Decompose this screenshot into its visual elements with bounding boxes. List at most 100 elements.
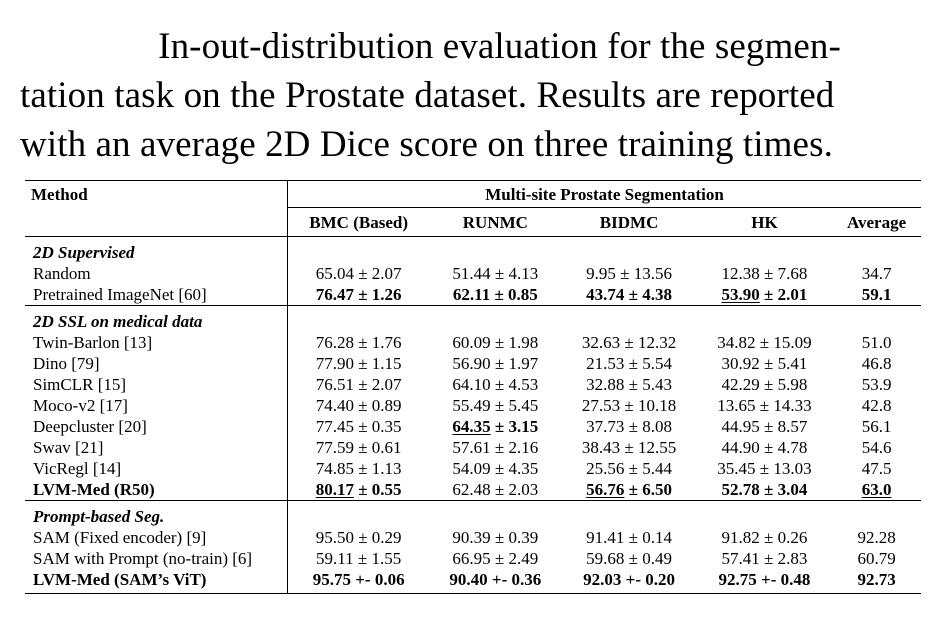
runmc-cell: 51.44 ± 4.13 (452, 264, 539, 283)
col-header-hk: HK (696, 207, 833, 237)
col-header-average: Average (832, 207, 921, 237)
method-cell: LVM-Med (SAM’s ViT) (25, 569, 288, 594)
bmc-cell: 77.90 ± 1.15 (315, 354, 402, 373)
table-row: Swav [21] 77.59 ± 0.61 57.61 ± 2.16 38.4… (25, 437, 921, 458)
caption-text-1: In-out-distribution evaluation for the s… (158, 26, 841, 67)
avg-cell: 51.0 (861, 333, 892, 352)
runmc-cell: 57.61 ± 2.16 (452, 438, 539, 457)
bidmc-cell: 32.63 ± 12.32 (581, 333, 677, 352)
bidmc-cell: 92.03 +- 0.20 (561, 569, 697, 594)
group-title: 2D Supervised (25, 236, 288, 263)
runmc-cell: 64.10 ± 4.53 (452, 375, 539, 394)
runmc-cell: 62.11 ± 0.85 (452, 285, 538, 304)
table-row: Pretrained ImageNet [60] 76.47 ± 1.26 62… (25, 284, 921, 306)
bmc-cell: 76.28 ± 1.76 (315, 333, 402, 352)
avg-cell: 53.9 (861, 375, 892, 394)
bidmc-cell: 59.68 ± 0.49 (586, 549, 672, 568)
table-row: SAM (Fixed encoder) [9] 95.50 ± 0.29 90.… (25, 527, 921, 548)
group-row: 2D SSL on medical data (25, 305, 921, 332)
method-cell: SimCLR [15] (25, 374, 288, 395)
hk-cell: 53.90 ± 2.01 (721, 285, 808, 304)
table-row: Random 65.04 ± 2.07 51.44 ± 4.13 9.95 ± … (25, 263, 921, 284)
method-cell: VicRegl [14] (25, 458, 288, 479)
bidmc-cell: 56.76 ± 6.50 (586, 480, 672, 499)
avg-cell: 92.28 (857, 528, 896, 547)
bmc-cell: 74.85 ± 1.13 (315, 459, 402, 478)
hk-cell: 34.82 ± 15.09 (717, 333, 812, 352)
method-cell: Deepcluster [20] (25, 416, 288, 437)
method-cell: Random (25, 263, 288, 284)
caption-text-3: with an average 2D Dice score on three t… (20, 124, 833, 165)
hk-cell: 52.78 ± 3.04 (721, 480, 808, 499)
bidmc-cell: 25.56 ± 5.44 (586, 459, 672, 478)
hk-cell: 42.29 ± 5.98 (721, 375, 808, 394)
table-row: Twin-Barlon [13] 76.28 ± 1.76 60.09 ± 1.… (25, 332, 921, 353)
group-row: Prompt-based Seg. (25, 500, 921, 527)
runmc-cell: 62.48 ± 2.03 (452, 480, 539, 499)
bidmc-cell: 9.95 ± 13.56 (586, 264, 672, 283)
avg-cell: 34.7 (861, 264, 892, 283)
hk-cell: 44.90 ± 4.78 (721, 438, 808, 457)
table-row: Deepcluster [20] 77.45 ± 0.35 64.35 ± 3.… (25, 416, 921, 437)
method-cell: SAM with Prompt (no-train) [6] (25, 548, 288, 569)
col-header-bidmc: BIDMC (561, 207, 697, 237)
bmc-cell: 74.40 ± 0.89 (315, 396, 402, 415)
bmc-cell: 65.04 ± 2.07 (315, 264, 402, 283)
header-row-1: Method Multi-site Prostate Segmentation (25, 180, 921, 208)
table-row: SAM with Prompt (no-train) [6] 59.11 ± 1… (25, 548, 921, 569)
runmc-cell: 55.49 ± 5.45 (452, 396, 539, 415)
method-header: Method (25, 180, 288, 208)
runmc-cell: 66.95 ± 2.49 (452, 549, 539, 568)
runmc-cell: 90.40 +- 0.36 (429, 569, 562, 594)
group-header: Multi-site Prostate Segmentation (287, 180, 921, 208)
col-header-runmc: RUNMC (429, 207, 562, 237)
method-cell: Pretrained ImageNet [60] (25, 284, 288, 306)
bidmc-cell: 38.43 ± 12.55 (581, 438, 677, 457)
avg-cell: 63.0 (861, 480, 892, 499)
bmc-cell: 80.17 ± 0.55 (315, 480, 402, 499)
avg-cell: 54.6 (861, 438, 892, 457)
table-row: Dino [79] 77.90 ± 1.15 56.90 ± 1.97 21.5… (25, 353, 921, 374)
runmc-cell: 60.09 ± 1.98 (452, 333, 539, 352)
bidmc-cell: 91.41 ± 0.14 (586, 528, 672, 547)
runmc-cell: 64.35 ± 3.15 (452, 417, 539, 436)
avg-cell: 47.5 (861, 459, 892, 478)
avg-cell: 60.79 (857, 549, 896, 568)
table-row: VicRegl [14] 74.85 ± 1.13 54.09 ± 4.35 2… (25, 458, 921, 479)
avg-cell: 42.8 (861, 396, 892, 415)
bmc-cell: 95.50 ± 0.29 (315, 528, 402, 547)
avg-cell: 46.8 (861, 354, 892, 373)
hk-cell: 30.92 ± 5.41 (721, 354, 808, 373)
hk-cell: 13.65 ± 14.33 (717, 396, 812, 415)
bmc-cell: 76.51 ± 2.07 (315, 375, 402, 394)
table-row: Moco-v2 [17] 74.40 ± 0.89 55.49 ± 5.45 2… (25, 395, 921, 416)
bmc-cell: 77.59 ± 0.61 (315, 438, 402, 457)
group-title: 2D SSL on medical data (25, 305, 288, 332)
hk-cell: 35.45 ± 13.03 (717, 459, 812, 478)
bmc-cell: 76.47 ± 1.26 (315, 285, 402, 304)
bidmc-cell: 21.53 ± 5.54 (586, 354, 672, 373)
table-row: LVM-Med (R50) 80.17 ± 0.55 62.48 ± 2.03 … (25, 479, 921, 501)
hk-cell: 92.75 +- 0.48 (696, 569, 833, 594)
table-caption: Table 4 In-out-distribution evaluation f… (20, 22, 925, 169)
table-row: LVM-Med (SAM’s ViT) 95.75 +- 0.06 90.40 … (25, 569, 921, 594)
bmc-cell: 95.75 +- 0.06 (287, 569, 430, 594)
method-cell: Moco-v2 [17] (25, 395, 288, 416)
caption-text-2: tation task on the Prostate dataset. Res… (20, 75, 835, 116)
avg-cell: 56.1 (861, 417, 892, 436)
bmc-cell: 59.11 ± 1.55 (316, 549, 402, 568)
avg-cell: 92.73 (832, 569, 921, 594)
header-row-2: BMC (Based) RUNMC BIDMC HK Average (25, 207, 921, 237)
method-cell: LVM-Med (R50) (25, 479, 288, 501)
caption-label: Table 4 (20, 26, 131, 67)
hk-cell: 57.41 ± 2.83 (721, 549, 808, 568)
hk-cell: 44.95 ± 8.57 (721, 417, 808, 436)
method-cell: Dino [79] (25, 353, 288, 374)
col-header-bmc: BMC (Based) (287, 207, 430, 237)
bidmc-cell: 43.74 ± 4.38 (586, 285, 672, 304)
method-cell: SAM (Fixed encoder) [9] (25, 527, 288, 548)
runmc-cell: 54.09 ± 4.35 (452, 459, 539, 478)
results-table: Method Multi-site Prostate Segmentation … (25, 180, 921, 594)
bidmc-cell: 37.73 ± 8.08 (586, 417, 672, 436)
runmc-cell: 56.90 ± 1.97 (452, 354, 539, 373)
